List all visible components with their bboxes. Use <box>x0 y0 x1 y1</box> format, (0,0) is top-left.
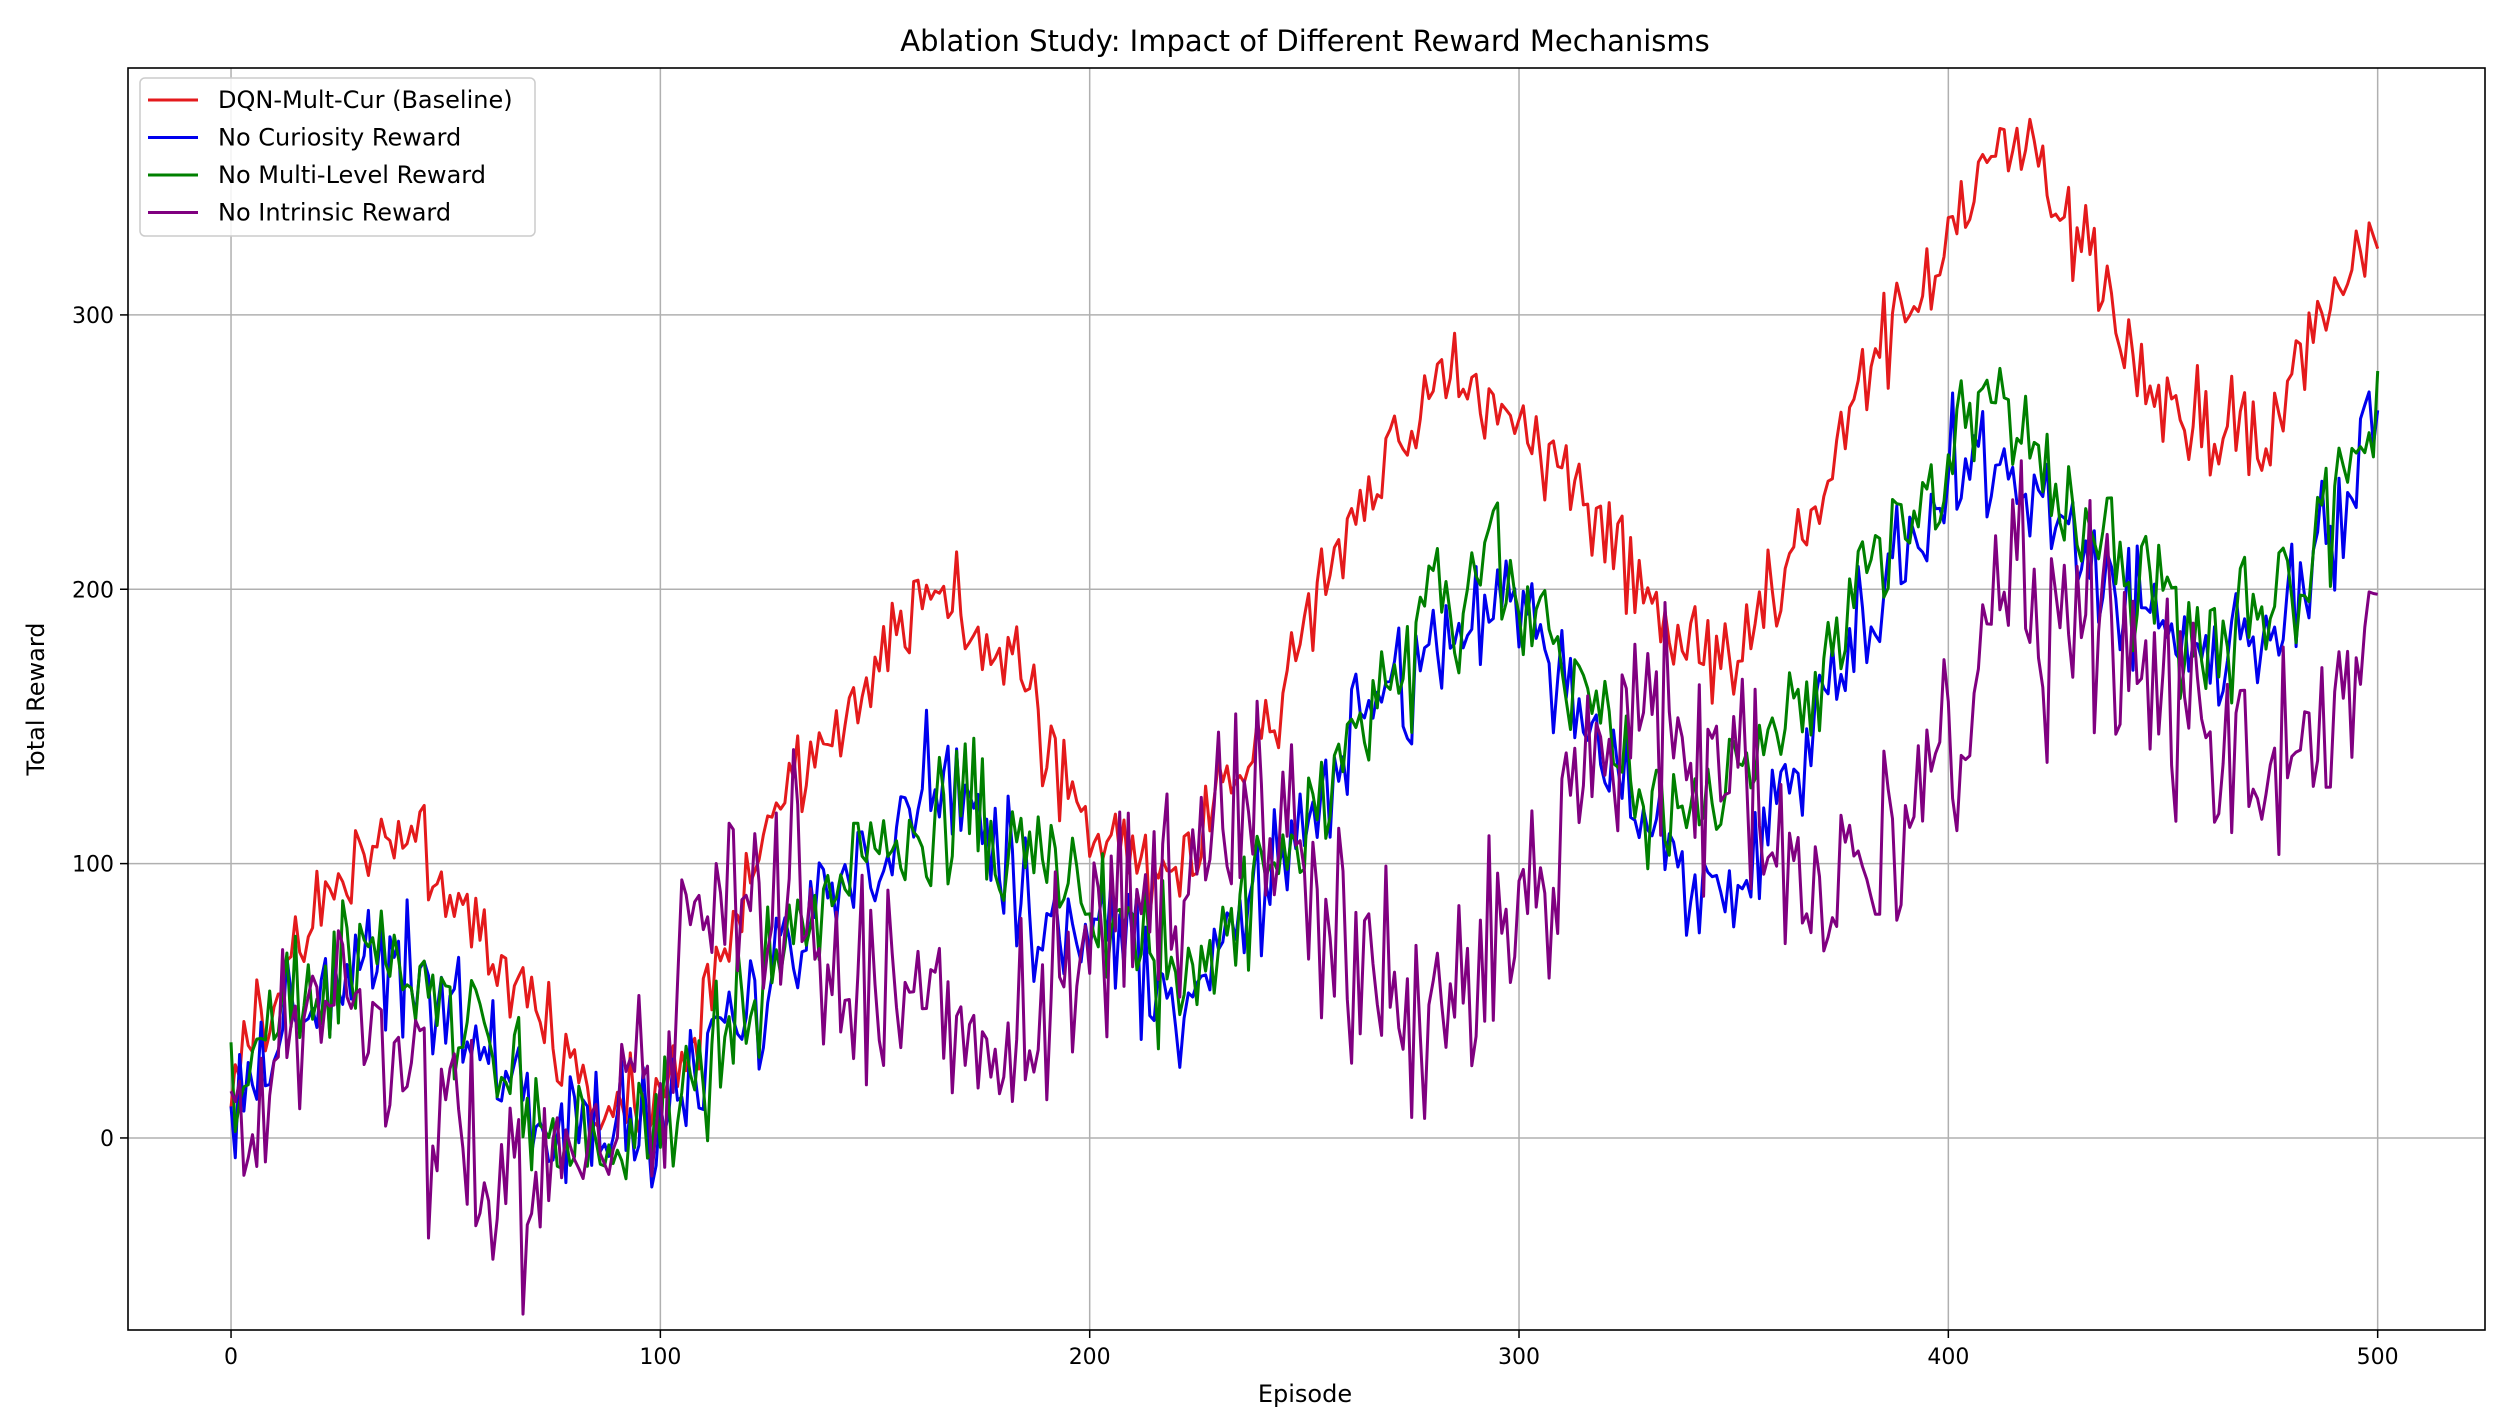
x-axis: 0 100 200 300 400 500 <box>224 1330 2399 1370</box>
x-tick-label: 400 <box>1927 1345 1969 1370</box>
legend-label: No Multi-Level Reward <box>218 161 486 189</box>
series-line-no-curiosity-reward <box>229 390 2380 1189</box>
legend: DQN-Mult-Cur (Baseline) No Curiosity Rewa… <box>139 77 536 237</box>
y-axis: 0 100 200 300 <box>72 304 128 1152</box>
legend-label: DQN-Mult-Cur (Baseline) <box>218 86 513 114</box>
grid <box>128 68 2485 1330</box>
series-line-no-intrinsic-reward <box>229 459 2378 1316</box>
series-line-dqn-mult-cur-baseline <box>229 117 2380 1136</box>
plot-frame <box>127 67 2486 1331</box>
legend-label: No Intrinsic Reward <box>218 199 451 227</box>
y-tick-label: 0 <box>100 1127 114 1152</box>
series-layer <box>229 117 2380 1316</box>
y-tick-label: 100 <box>72 853 114 878</box>
x-tick-label: 0 <box>224 1345 238 1370</box>
x-tick-label: 500 <box>2357 1345 2399 1370</box>
x-tick-label: 200 <box>1069 1345 1111 1370</box>
legend-box <box>139 77 536 237</box>
y-tick-label: 300 <box>72 304 114 329</box>
x-tick-label: 300 <box>1498 1345 1540 1370</box>
legend-label: No Curiosity Reward <box>218 124 461 152</box>
x-tick-label: 100 <box>639 1345 681 1370</box>
x-axis-label: Episode <box>1258 1380 1352 1408</box>
y-axis-label: Total Reward <box>22 622 50 776</box>
chart-title: Ablation Study: Impact of Different Rewa… <box>900 24 1710 58</box>
y-tick-label: 200 <box>72 578 114 603</box>
